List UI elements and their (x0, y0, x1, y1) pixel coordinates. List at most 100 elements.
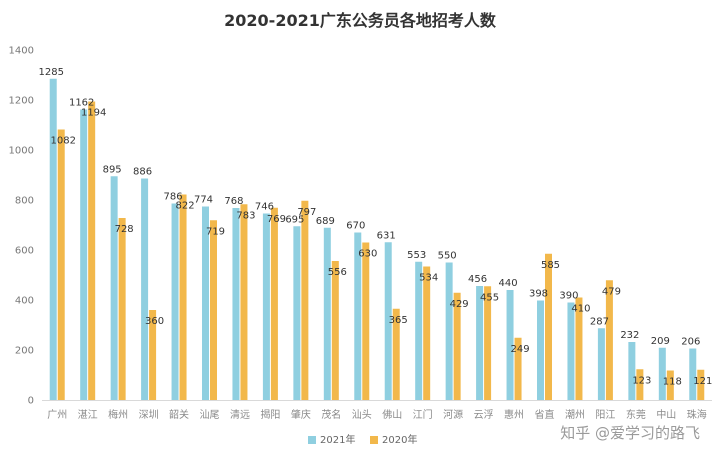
x-tick-label: 揭阳 (260, 408, 280, 421)
data-label-s2021-18: 287 (590, 316, 609, 327)
x-tick-label: 清远 (230, 408, 250, 421)
y-tick-label: 600 (15, 246, 34, 257)
bar-s2020-4 (179, 194, 187, 400)
data-label-s2020-9: 556 (328, 267, 347, 278)
x-tick-label: 深圳 (139, 409, 159, 421)
x-tick-label: 广州 (47, 409, 67, 421)
bar-s2021-1 (80, 109, 88, 400)
data-label-s2020-4: 822 (175, 201, 194, 212)
bar-s2020-16 (545, 253, 552, 400)
x-tick-label: 汕尾 (200, 409, 220, 421)
bar-s2020-5 (210, 220, 217, 400)
x-tick-label: 茂名 (321, 408, 341, 421)
y-axis: 0 200 400 600 800 1000 1200 1400 (9, 46, 34, 407)
data-label-s2021-0: 1285 (39, 67, 64, 78)
bar-s2021-21 (689, 348, 697, 400)
data-label-s2020-19: 123 (632, 375, 651, 386)
data-label-s2020-1: 1194 (81, 108, 106, 119)
bar-s2020-10 (362, 242, 370, 400)
legend-swatch-s2021 (308, 436, 316, 444)
bar-s2020-17 (575, 297, 583, 400)
x-tick-label: 韶关 (169, 408, 189, 421)
data-label-s2020-3: 360 (145, 316, 164, 327)
bar-s2021-11 (384, 242, 392, 400)
x-tick-label: 东莞 (626, 408, 646, 421)
x-tick-label: 省直 (535, 408, 555, 421)
bar-s2021-7 (262, 213, 270, 400)
legend-swatch-s2020 (370, 436, 378, 444)
bar-s2021-6 (232, 208, 240, 400)
data-label-s2020-5: 719 (206, 226, 225, 237)
data-label-s2021-8: 695 (285, 214, 304, 225)
y-tick-label: 200 (15, 346, 34, 357)
data-label-s2020-14: 455 (480, 292, 499, 303)
bar-s2020-9 (331, 261, 339, 400)
data-label-s2020-20: 118 (663, 377, 682, 388)
data-label-s2021-11: 631 (377, 230, 396, 241)
bar-s2020-8 (301, 200, 309, 400)
y-tick-label: 400 (15, 296, 34, 307)
bar-s2021-18 (597, 328, 605, 400)
bar-s2021-3 (141, 178, 149, 400)
data-label-s2020-10: 630 (358, 249, 377, 260)
bar-s2020-3 (149, 310, 157, 400)
x-tick-label: 惠州 (504, 408, 524, 421)
data-label-s2021-10: 670 (346, 221, 365, 232)
data-label-s2020-6: 783 (236, 210, 255, 221)
data-label-s2021-13: 550 (438, 251, 457, 262)
bar-s2021-13 (445, 262, 453, 400)
data-label-s2021-19: 232 (620, 330, 639, 341)
bar-s2020-18 (605, 280, 613, 400)
x-tick-label: 阳江 (595, 409, 615, 421)
data-label-s2021-4: 786 (163, 192, 182, 203)
bar-s2021-4 (171, 203, 179, 400)
data-label-s2021-7: 746 (255, 202, 274, 213)
bar-s2020-0 (57, 129, 65, 400)
legend-label-s2021: 2021年 (320, 433, 355, 446)
y-tick-label: 0 (28, 396, 34, 407)
data-label-s2020-0: 1082 (51, 136, 76, 147)
x-axis: 广州 湛江 梅州 深圳 韶关 汕尾 清远 揭阳 肇庆 茂名 汕头 佛山 江门 河源 云浮 惠州 省直 潮州 阳江 东莞… (42, 400, 712, 421)
bar-s2020-6 (240, 204, 248, 400)
data-label-s2021-21: 206 (681, 337, 700, 348)
bar-s2021-2 (110, 176, 118, 400)
x-tick-label: 肇庆 (291, 408, 311, 421)
data-label-s2020-11: 365 (389, 315, 408, 326)
data-label-s2020-7: 769 (267, 214, 286, 225)
bar-s2021-19 (628, 342, 636, 400)
bar-s2020-19 (636, 369, 644, 400)
data-label-s2020-13: 429 (450, 299, 469, 310)
bar-s2021-0 (49, 78, 57, 400)
bar-s2021-20 (658, 347, 666, 400)
data-label-s2020-21: 121 (693, 376, 712, 387)
bar-s2020-21 (697, 369, 705, 400)
bar-s2020-1 (88, 101, 96, 400)
y-tick-label: 1000 (9, 146, 34, 157)
data-label-s2021-17: 390 (559, 291, 578, 302)
bar-s2020-2 (118, 218, 126, 400)
bar-s2021-17 (567, 302, 575, 400)
bar-s2021-12 (415, 261, 423, 400)
bar-s2021-16 (537, 300, 544, 400)
x-tick-label: 潮州 (565, 408, 585, 421)
data-label-s2021-9: 689 (316, 216, 335, 227)
bar-s2020-12 (423, 266, 431, 400)
data-label-s2020-2: 728 (115, 224, 134, 235)
bar-s2020-11 (392, 308, 400, 400)
data-label-s2020-17: 410 (571, 304, 590, 315)
bars-group (49, 78, 705, 400)
bar-s2021-9 (323, 227, 331, 400)
data-label-s2020-16: 585 (541, 260, 560, 271)
data-label-s2020-18: 479 (602, 286, 621, 297)
bar-s2020-20 (666, 370, 674, 400)
data-label-s2020-15: 249 (510, 344, 529, 355)
bar-s2020-7 (270, 207, 278, 400)
data-label-s2020-12: 534 (419, 273, 438, 284)
watermark: 知乎 @爱学习的路飞 (560, 424, 700, 442)
data-label-s2021-2: 895 (103, 164, 122, 175)
x-tick-label: 佛山 (382, 408, 402, 421)
chart-title: 2020-2021广东公务员各地招考人数 (224, 11, 497, 30)
bar-s2021-8 (293, 226, 301, 400)
y-tick-label: 800 (15, 196, 34, 207)
